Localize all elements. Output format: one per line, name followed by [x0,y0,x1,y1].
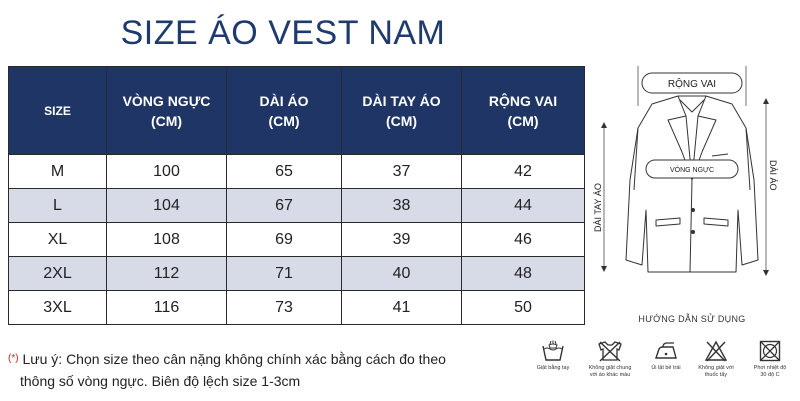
cell-sleeve: 40 [341,256,462,291]
note-line-2: thông số vòng ngực. Biên độ lệch size 1-… [20,373,301,389]
care-label: Ủi lật bề trái [651,365,681,371]
table-row: XL 108 69 39 46 [8,222,585,257]
cell-shoulder: 50 [461,290,585,325]
header-sleeve: DÀI TAY ÁO (CM) [341,66,462,155]
care-item-iron: Ủi lật bề trái [640,340,692,372]
header-size: SIZE [8,66,107,155]
cell-sleeve: 39 [341,222,462,257]
cell-size: L [8,188,107,223]
no-mixed-wash-icon [598,341,622,362]
shoulder-label: RỘNG VAI [668,77,716,90]
jacket-outline-icon [625,95,759,273]
table-row: L 104 67 38 44 [8,188,585,223]
chest-measure: VÒNG NGỰC [645,159,739,179]
table-row: 2XL 112 71 40 48 [8,256,585,291]
cell-chest: 108 [106,222,227,257]
table-header-row: SIZE VÒNG NGỰC (CM) DÀI ÁO (CM) DÀI TAY … [8,66,585,155]
cell-size: 3XL [8,290,107,325]
note-line-1: Lưu ý: Chọn size theo cân nặng không chí… [22,351,446,367]
cell-chest: 100 [106,154,227,189]
shoulder-measure: RỘNG VAI [637,66,747,106]
cell-shoulder: 46 [461,222,585,257]
length-label: DÀI ÁO [768,160,778,191]
cell-size: M [8,154,107,189]
cell-length: 71 [226,256,342,291]
cell-chest: 112 [106,256,227,291]
cell-chest: 104 [106,188,227,223]
size-note: (*) Lưu ý: Chọn size theo cân nặng không… [8,348,478,392]
cell-chest: 116 [106,290,227,325]
cell-shoulder: 48 [461,256,585,291]
header-chest: VÒNG NGỰC (CM) [106,66,227,155]
dry-shade-icon [759,340,781,362]
note-marker: (*) [8,353,19,364]
chest-label: VÒNG NGỰC [670,165,714,174]
care-item-dry: Phơi nhiệt độ 30 độ C [744,340,796,379]
care-item-no-mixed-wash: Không giặt chung với áo khác màu [584,340,636,379]
size-table: SIZE VÒNG NGỰC (CM) DÀI ÁO (CM) DÀI TAY … [8,66,585,325]
care-item-no-bleach: Không giặt với thuốc tẩy [690,340,742,379]
length-measure: DÀI ÁO [763,98,778,276]
cell-length: 65 [226,154,342,189]
care-label: Phơi nhiệt độ 30 độ C [753,365,787,378]
jacket-buttons-icon [691,208,695,234]
care-label: Không giặt với thuốc tẩy [698,365,734,378]
cell-shoulder: 42 [461,154,585,189]
cell-size: XL [8,222,107,257]
sleeve-label: DÀI TAY ÁO [593,183,603,232]
cell-sleeve: 41 [341,290,462,325]
iron-icon [655,342,677,359]
sleeve-measure: DÀI TAY ÁO [593,122,607,272]
table-row: 3XL 116 73 41 50 [8,290,585,325]
cell-shoulder: 44 [461,188,585,223]
header-shoulder: RỘNG VAI (CM) [461,66,585,155]
care-label: Không giặt chung với áo khác màu [588,365,632,378]
cell-length: 67 [226,188,342,223]
care-guide-title: HƯỚNG DẪN SỬ DỤNG [638,314,746,324]
care-item-hand-wash: Giặt bằng tay [527,340,579,372]
cell-size: 2XL [8,256,107,291]
page-title: SIZE ÁO VEST NAM [120,14,446,52]
hand-wash-icon [542,340,564,361]
cell-sleeve: 37 [341,154,462,189]
no-bleach-icon [704,340,728,362]
table-row: M 100 65 37 42 [8,154,585,189]
care-label: Giặt bằng tay [536,365,570,371]
jacket-measurement-diagram: RỘNG VAI VÒNG NGỰC DÀI TAY ÁO DÀI ÁO [593,66,778,276]
cell-length: 69 [226,222,342,257]
header-length: DÀI ÁO (CM) [226,66,342,155]
cell-sleeve: 38 [341,188,462,223]
cell-length: 73 [226,290,342,325]
